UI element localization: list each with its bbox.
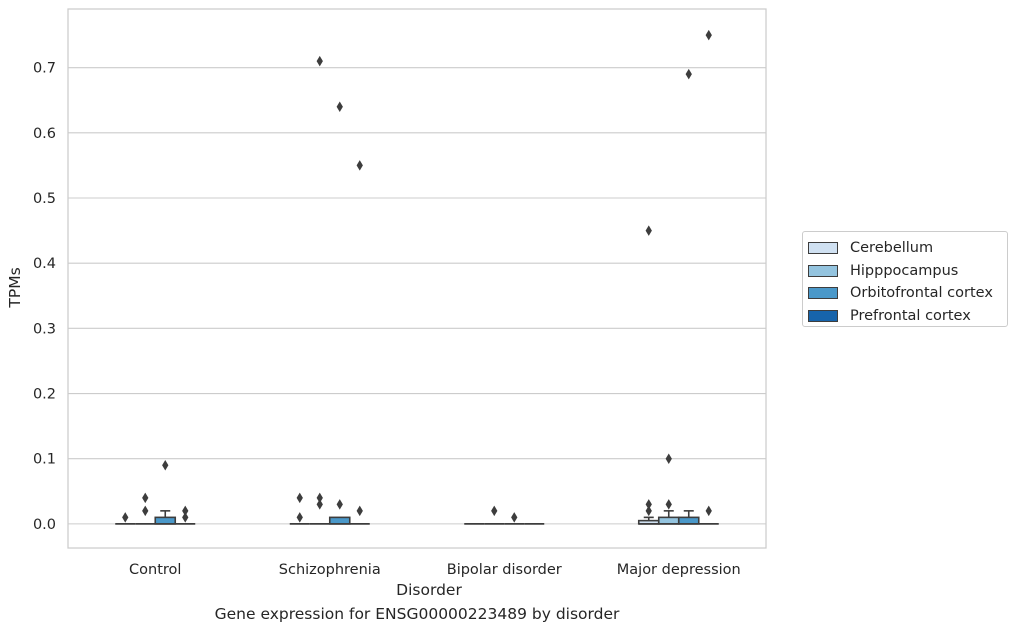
outlier-point [665,453,672,464]
x-axis-title: Disorder [396,581,462,599]
box-cerebellum [637,225,660,525]
chart-caption: Gene expression for ENSG00000223489 by d… [214,605,620,623]
outlier-point [142,492,149,504]
box-body [677,516,700,525]
outlier-point [336,101,343,113]
box-groups [115,29,719,525]
outlier-point [122,512,129,523]
box-cerebellum [115,512,136,525]
y-tick-label: 0.2 [33,387,56,403]
y-axis-title: TPMs [6,267,24,308]
box-cerebellum [289,492,310,525]
box-prefrontal-cortex [175,505,196,525]
legend-label: Cerebellum [850,240,934,257]
outlier-point [705,29,712,41]
y-tick-label: 0.5 [33,191,56,207]
legend-item: Prefrontal cortex [808,305,1007,328]
outlier-point [705,505,712,517]
y-tick-label: 0.3 [33,321,56,337]
legend-label: Prefrontal cortex [850,307,971,324]
box-prefrontal-cortex [349,160,370,525]
outlier-point [142,505,149,517]
legend-label: Orbitofrontal cortex [850,285,993,302]
y-tick-labels: 0.0 0.1 0.2 0.3 0.4 0.5 0.6 0.7 [33,61,56,533]
legend-swatch [808,309,838,322]
outlier-point [511,512,518,523]
outlier-point [491,505,498,517]
outlier-point [645,505,652,517]
x-tick-label: Control [129,562,181,578]
x-tick-label: Bipolar disorder [447,562,562,578]
y-tick-label: 0.7 [33,61,56,77]
legend-label: Hipppocampus [850,262,959,279]
outlier-point [645,499,652,510]
outlier-point [182,512,189,523]
outlier-point [296,512,303,523]
outlier-point [336,499,343,510]
outlier-point [316,499,323,510]
x-tick-labels: Control Schizophrenia Bipolar disorder Majo… [129,562,741,578]
y-tick-label: 0.4 [33,256,56,272]
outlier-point [356,505,363,517]
box-hipppocampus [309,55,330,525]
outlier-point [356,160,363,171]
box-body [657,516,680,525]
outlier-point [296,492,303,504]
box-body [154,516,177,525]
box-body [328,516,351,525]
legend-swatch [808,287,838,300]
y-tick-label: 0.1 [33,452,56,468]
outlier-point [645,225,652,236]
legend-item: Hipppocampus [808,260,1007,283]
box-hipppocampus [135,492,156,525]
box-orbitofrontal-cortex [504,512,525,525]
outlier-point [162,459,169,471]
y-tick-label: 0.6 [33,126,56,142]
legend-item: Cerebellum [808,237,1007,260]
outlier-point [182,505,189,517]
box-orbitofrontal-cortex [328,101,351,525]
box-hipppocampus [484,505,505,525]
y-tick-label: 0.0 [33,517,56,533]
outlier-point [685,68,692,80]
box-hipppocampus [657,453,680,525]
outlier-point [316,492,323,504]
plot-area-frame [67,8,767,549]
box-orbitofrontal-cortex [677,68,700,525]
y-gridlines [68,67,766,525]
outlier-point [316,55,323,67]
x-tick-label: Schizophrenia [279,562,381,578]
box-prefrontal-cortex [698,29,719,525]
outlier-point [665,499,672,510]
legend-swatch [808,264,838,277]
box-orbitofrontal-cortex [154,459,177,525]
legend-swatch [808,242,838,255]
x-tick-label: Major depression [617,562,741,578]
legend: Cerebellum Hipppocampus Orbitofrontal cort… [802,231,1008,327]
legend-item: Orbitofrontal cortex [808,282,1007,305]
